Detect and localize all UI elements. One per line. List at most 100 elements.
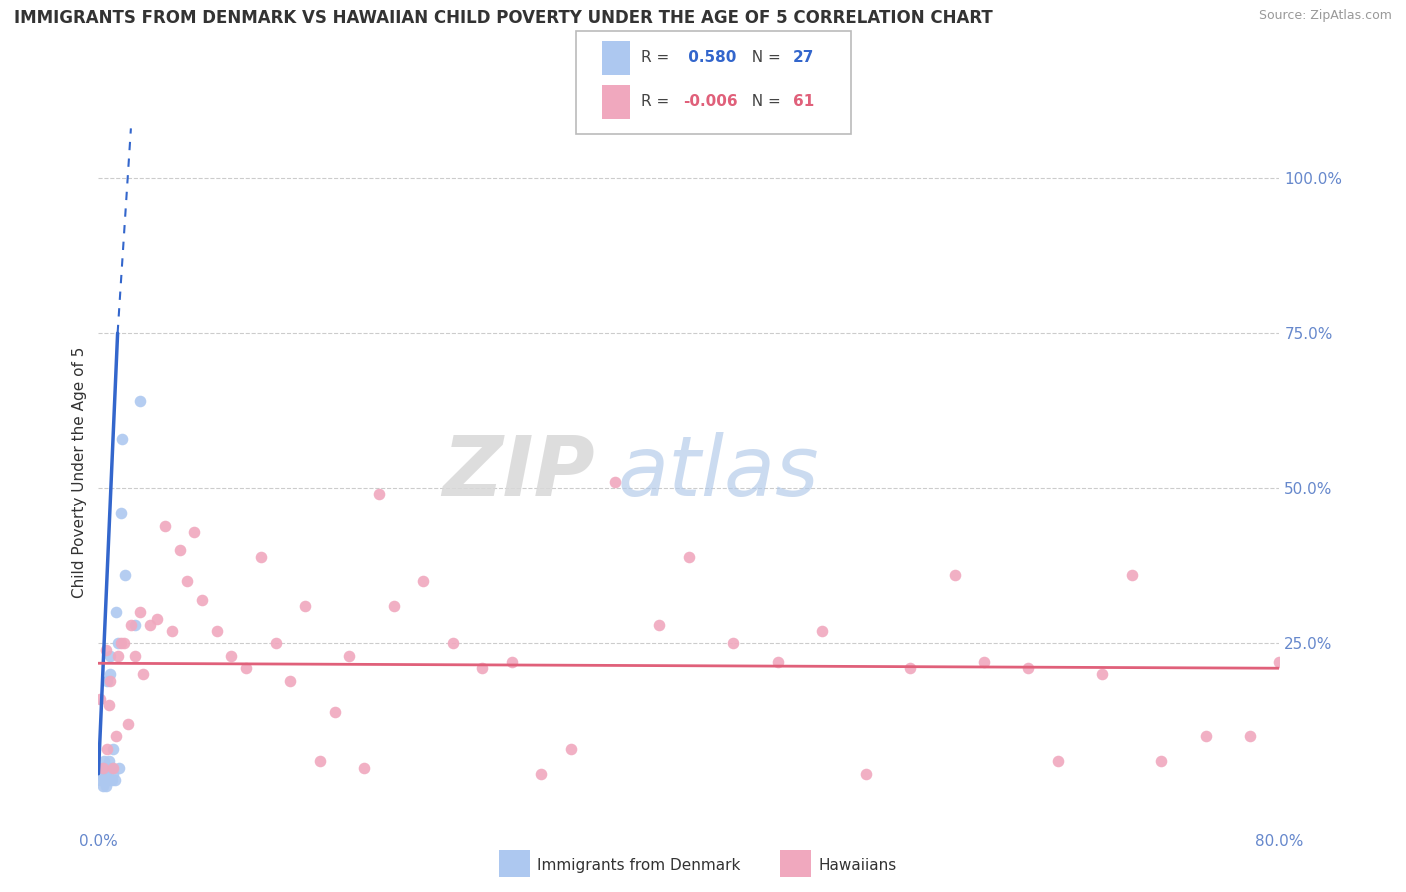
Point [264, 636, 287, 650]
Point [294, 599, 316, 614]
Point [1121, 568, 1143, 582]
Text: Immigrants from Denmark: Immigrants from Denmark [537, 858, 741, 872]
Point [441, 636, 464, 650]
Point [721, 636, 744, 650]
Point [1195, 730, 1218, 744]
Point [89, 772, 111, 787]
Point [94, 779, 117, 793]
Point [1017, 661, 1039, 675]
Point [337, 648, 360, 663]
Point [96, 742, 118, 756]
Text: 0.580: 0.580 [683, 50, 737, 65]
Y-axis label: Child Poverty Under the Age of 5: Child Poverty Under the Age of 5 [72, 347, 87, 599]
Point [153, 518, 176, 533]
Point [169, 543, 191, 558]
Point [471, 661, 494, 675]
Point [103, 760, 125, 774]
Point [219, 648, 242, 663]
Point [111, 432, 134, 446]
Point [105, 730, 128, 744]
Point [100, 772, 122, 787]
Point [323, 705, 346, 719]
Text: ZIP: ZIP [441, 433, 595, 513]
Point [97, 698, 120, 713]
Point [94, 766, 117, 780]
Point [162, 624, 183, 638]
Point [120, 617, 142, 632]
Point [1150, 754, 1173, 768]
Point [91, 760, 114, 774]
Point [278, 673, 302, 688]
Point [98, 667, 121, 681]
Text: Source: ZipAtlas.com: Source: ZipAtlas.com [1258, 9, 1392, 22]
Point [900, 661, 922, 675]
Point [104, 772, 127, 787]
Point [353, 760, 375, 774]
Point [96, 673, 118, 688]
Point [93, 772, 115, 787]
Point [139, 617, 162, 632]
Point [382, 599, 405, 614]
Point [501, 655, 523, 669]
Point [1046, 754, 1069, 768]
Point [530, 766, 553, 780]
Point [107, 648, 129, 663]
Text: IMMIGRANTS FROM DENMARK VS HAWAIIAN CHILD POVERTY UNDER THE AGE OF 5 CORRELATION: IMMIGRANTS FROM DENMARK VS HAWAIIAN CHIL… [14, 9, 993, 27]
Text: 27: 27 [793, 50, 814, 65]
Point [94, 642, 117, 657]
Point [146, 611, 169, 625]
Point [855, 766, 877, 780]
Text: R =: R = [641, 50, 675, 65]
Point [98, 648, 121, 663]
Text: Hawaiians: Hawaiians [818, 858, 897, 872]
Point [943, 568, 966, 582]
Point [412, 574, 434, 589]
Point [100, 760, 122, 774]
Text: N =: N = [742, 50, 786, 65]
Point [93, 754, 115, 768]
Point [1239, 730, 1261, 744]
Point [124, 648, 146, 663]
Point [309, 754, 332, 768]
Point [103, 766, 125, 780]
Point [128, 606, 150, 620]
Point [205, 624, 228, 638]
Point [183, 524, 205, 539]
Point [103, 742, 125, 756]
Point [96, 760, 118, 774]
Point [107, 636, 129, 650]
Point [678, 549, 700, 564]
Point [89, 692, 111, 706]
Point [973, 655, 995, 669]
Point [648, 617, 671, 632]
Point [105, 606, 128, 620]
Point [368, 487, 391, 501]
Point [1268, 655, 1291, 669]
Point [124, 617, 146, 632]
Point [90, 766, 112, 780]
Point [250, 549, 273, 564]
Point [112, 636, 135, 650]
Point [91, 760, 114, 774]
Point [605, 475, 627, 489]
Point [766, 655, 789, 669]
Text: N =: N = [742, 94, 786, 109]
Point [191, 593, 214, 607]
Point [176, 574, 198, 589]
Point [97, 754, 120, 768]
Point [1091, 667, 1114, 681]
Point [117, 717, 139, 731]
Point [114, 568, 136, 582]
Point [110, 636, 132, 650]
Point [235, 661, 257, 675]
Point [91, 779, 114, 793]
Text: 61: 61 [793, 94, 814, 109]
Point [810, 624, 832, 638]
Point [560, 742, 582, 756]
Text: R =: R = [641, 94, 675, 109]
Text: atlas: atlas [619, 433, 820, 513]
Point [110, 506, 132, 520]
Point [97, 772, 120, 787]
Point [132, 667, 155, 681]
Point [128, 394, 150, 409]
